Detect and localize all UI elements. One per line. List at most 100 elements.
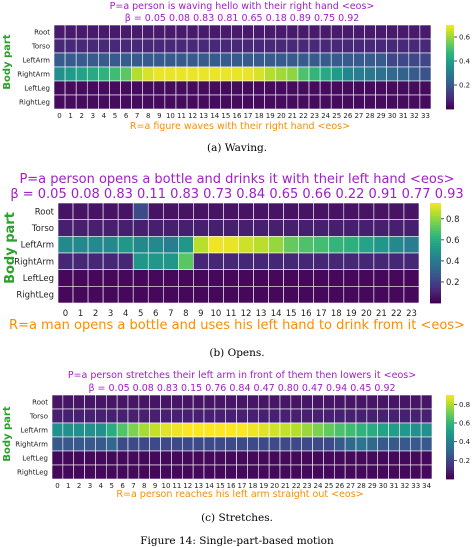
heatmap-cell (275, 94, 288, 110)
heatmap-cell (186, 52, 199, 68)
heatmap-cell (131, 66, 144, 82)
heatmap-cell (408, 38, 421, 54)
heatmap-cell (75, 24, 88, 40)
panel-a-response: R=a figure waves with their right hand <… (130, 121, 350, 132)
colorbar-segment (430, 293, 441, 296)
heatmap-cell (192, 464, 205, 480)
colorbar-segment (446, 106, 454, 110)
col-label: 4 (99, 482, 104, 490)
col-label: 24 (314, 482, 323, 490)
heatmap-cell (153, 24, 166, 40)
heatmap-cell (399, 464, 411, 480)
heatmap-cell (149, 422, 161, 438)
heatmap-cell (162, 286, 179, 304)
heatmap-cell (264, 52, 277, 68)
heatmap-cell (355, 394, 368, 410)
heatmap-cell (51, 422, 64, 438)
col-label: 8 (146, 112, 150, 120)
panel-b: P=a person opens a bottle and drinks it … (3, 172, 465, 359)
heatmap-cell (375, 66, 387, 82)
heatmap-cell (373, 219, 390, 237)
heatmap-cell (364, 66, 376, 82)
heatmap-cell (208, 219, 224, 237)
heatmap-cell (283, 269, 299, 287)
heatmap-cell (162, 236, 179, 254)
colorbar-segment (446, 90, 454, 93)
heatmap-cell (214, 422, 227, 438)
colorbar-segment (446, 424, 454, 427)
heatmap-cell (98, 24, 110, 40)
heatmap-cell (313, 269, 330, 287)
heatmap-cell (149, 436, 161, 452)
col-label: 13 (194, 482, 203, 490)
panel-a-beta: β = 0.05 0.08 0.83 0.81 0.65 0.18 0.89 0… (125, 13, 360, 24)
col-label: 11 (226, 309, 237, 319)
colorbar-segment (430, 208, 441, 211)
colorbar-segment (430, 258, 441, 261)
heatmap-cell (388, 408, 400, 424)
colorbar-segment (430, 203, 441, 206)
heatmap-cell (328, 252, 345, 270)
heatmap-cell (253, 52, 265, 68)
colorbar-segment (446, 458, 454, 461)
heatmap-cell (343, 219, 360, 237)
panel-a: P=a person is waving hello with their ri… (2, 1, 471, 154)
col-label: 30 (388, 112, 397, 120)
colorbar-segment (446, 474, 454, 478)
heatmap-cell (333, 408, 346, 424)
heatmap-cell (330, 66, 343, 82)
heatmap-cell (153, 80, 166, 96)
heatmap-cell (344, 422, 357, 438)
col-label: 9 (153, 482, 157, 490)
heatmap-cell (214, 450, 227, 466)
heatmap-cell (95, 464, 107, 480)
col-label: 10 (166, 112, 175, 120)
heatmap-cell (142, 80, 155, 96)
colorbar-segment (446, 88, 454, 91)
heatmap-cell (297, 80, 310, 96)
heatmap-cell (419, 24, 432, 40)
heatmap-cell (51, 408, 64, 424)
heatmap-cell (236, 450, 248, 466)
row-label: RightArm (14, 257, 54, 267)
heatmap-cell (358, 219, 375, 237)
heatmap-cell (105, 422, 118, 438)
heatmap-cell (95, 436, 107, 452)
heatmap-cell (132, 219, 149, 237)
heatmap-cell (203, 450, 216, 466)
heatmap-cell (73, 422, 85, 438)
colorbar-segment (430, 270, 441, 274)
heatmap-cell (319, 24, 332, 40)
heatmap-cell (364, 80, 376, 96)
heatmap-cell (388, 252, 405, 270)
heatmap-cell (388, 236, 405, 254)
heatmap-cell (57, 252, 74, 270)
heatmap-cell (132, 236, 149, 254)
col-label: 6 (120, 482, 125, 490)
col-label: 16 (301, 309, 312, 319)
row-label: RightLeg (16, 291, 54, 301)
heatmap-cell (298, 286, 315, 304)
heatmap-cell (388, 219, 405, 237)
heatmap-cell (358, 269, 375, 287)
heatmap-cell (366, 408, 379, 424)
panel-b-colorbar: 0.2 0.4 0.6 0.8 (430, 203, 460, 304)
heatmap-cell (142, 94, 155, 110)
heatmap-cell (420, 394, 433, 410)
heatmap-cell (386, 38, 399, 54)
heatmap-cell (397, 80, 410, 96)
heatmap-cell (341, 38, 354, 54)
colorbar-segment (446, 443, 454, 446)
colorbar-segment (446, 54, 454, 57)
heatmap-cell (399, 394, 411, 410)
heatmap-cell (236, 408, 248, 424)
colorbar-segment (446, 437, 454, 440)
heatmap-cell (373, 269, 390, 287)
col-label: 31 (399, 112, 408, 120)
heatmap-cell (344, 464, 357, 480)
heatmap-cell (328, 219, 345, 237)
col-label: 3 (88, 482, 92, 490)
heatmap-cell (275, 38, 288, 54)
heatmap-cell (330, 24, 343, 40)
heatmap-cell (175, 66, 188, 82)
